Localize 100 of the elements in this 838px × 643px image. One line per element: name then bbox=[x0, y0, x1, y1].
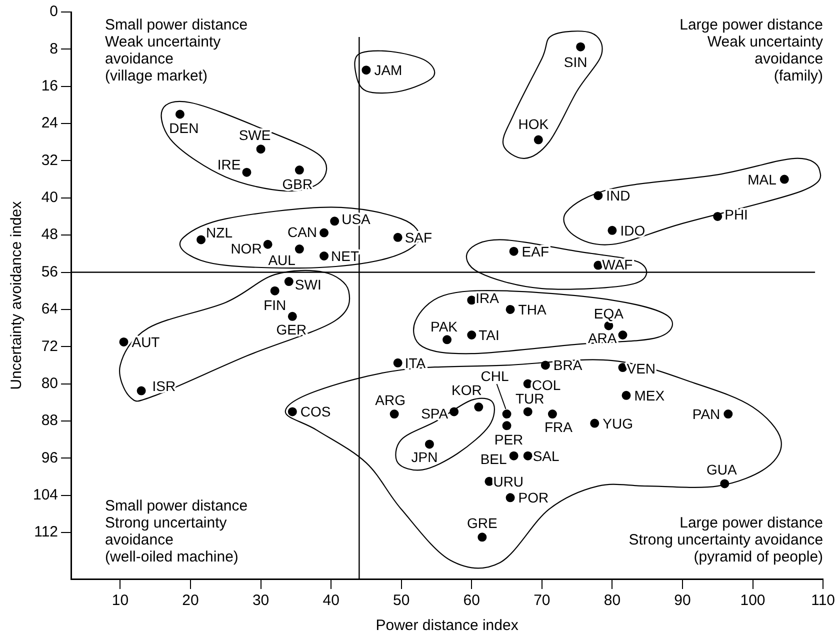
point bbox=[442, 335, 452, 344]
series-label: FIN bbox=[264, 296, 286, 313]
x-tick-label: 60 bbox=[463, 592, 480, 610]
point bbox=[594, 260, 603, 270]
annotation: Large power distance Weak uncertainty avoidance (family) bbox=[680, 16, 824, 85]
point bbox=[196, 235, 206, 244]
point bbox=[534, 135, 543, 144]
series-label: YUG bbox=[602, 415, 633, 432]
series-label: MEX bbox=[634, 387, 666, 404]
y-tick-label: 112 bbox=[34, 524, 58, 541]
point bbox=[362, 66, 371, 75]
x-tick-label: 100 bbox=[740, 592, 766, 610]
x-tick-label: 90 bbox=[674, 592, 691, 610]
point bbox=[330, 216, 340, 226]
series-label: EAF bbox=[522, 243, 550, 260]
point bbox=[780, 174, 789, 184]
series-label: GRE bbox=[467, 515, 498, 532]
y-tick-label: 104 bbox=[32, 486, 58, 504]
point bbox=[175, 110, 184, 119]
series-label: COL bbox=[532, 376, 561, 393]
point bbox=[724, 410, 733, 419]
point bbox=[622, 390, 631, 400]
series-label: THA bbox=[518, 301, 547, 318]
series-label: TAI bbox=[478, 327, 500, 344]
series-label: JAM bbox=[374, 62, 402, 78]
y-tick-label: 56 bbox=[41, 263, 58, 280]
point bbox=[263, 240, 272, 249]
series-label: POR bbox=[518, 490, 549, 506]
x-tick-label: 20 bbox=[182, 592, 199, 610]
y-axis-title: Uncertainty avoidance index bbox=[8, 200, 26, 390]
x-axis-title: Power distance index bbox=[376, 617, 519, 634]
series-label: CHL bbox=[480, 368, 509, 384]
x-tick-label: 110 bbox=[811, 592, 836, 610]
y-tick-label: 64 bbox=[41, 300, 58, 318]
x-tick-label: 70 bbox=[534, 592, 550, 610]
y-tick-label: 0 bbox=[50, 3, 58, 20]
point bbox=[548, 410, 557, 419]
series-label: ARA bbox=[588, 330, 618, 346]
series-label: IRE bbox=[217, 156, 241, 172]
point bbox=[523, 407, 532, 416]
series-label: CAN bbox=[287, 224, 318, 240]
y-tick-label: 48 bbox=[41, 226, 58, 244]
point bbox=[474, 402, 484, 412]
series-label: PAN bbox=[692, 406, 720, 422]
series-label: SPA bbox=[421, 406, 449, 422]
series-label: ISR bbox=[152, 378, 176, 394]
series-label: VEN bbox=[626, 360, 656, 377]
point bbox=[136, 386, 146, 396]
series-label: IND bbox=[606, 188, 630, 204]
y-tick-label: 8 bbox=[50, 40, 58, 58]
point bbox=[294, 166, 304, 175]
series-label: PAK bbox=[430, 318, 458, 335]
series-label: GER bbox=[276, 321, 307, 338]
point bbox=[424, 440, 434, 449]
point bbox=[478, 532, 487, 542]
x-tick-label: 50 bbox=[393, 592, 410, 610]
series-label: NOR bbox=[230, 240, 262, 256]
point bbox=[618, 330, 628, 340]
series-label: ARG bbox=[375, 392, 406, 408]
point bbox=[608, 226, 617, 235]
series-label: NZL bbox=[206, 224, 233, 241]
series-label: WAF bbox=[602, 256, 633, 272]
x-tick-label: 30 bbox=[252, 592, 270, 610]
series-label: GBR bbox=[282, 176, 313, 192]
point bbox=[242, 168, 252, 177]
series-label: SAL bbox=[532, 448, 560, 464]
point bbox=[502, 410, 512, 419]
y-tick-label: 80 bbox=[41, 374, 58, 392]
y-tick-label: 24 bbox=[41, 114, 58, 132]
series-label: GUA bbox=[706, 462, 738, 478]
point bbox=[320, 228, 329, 238]
series-label: SWE bbox=[238, 127, 271, 144]
series-label: SIN bbox=[564, 54, 588, 70]
point bbox=[523, 451, 532, 460]
series-label: PER bbox=[494, 432, 524, 448]
x-tick-label: 80 bbox=[604, 592, 621, 610]
series-label: COS bbox=[300, 404, 331, 420]
point bbox=[284, 277, 294, 286]
point bbox=[288, 312, 297, 321]
annotation: Small power distance Strong uncertainty avoidance (well-oiled machine) bbox=[105, 498, 248, 566]
point bbox=[393, 232, 402, 242]
y-tick-label: 88 bbox=[41, 412, 58, 430]
series-label: MAL bbox=[748, 171, 777, 188]
point bbox=[294, 244, 304, 254]
series-label: PHI bbox=[724, 206, 748, 222]
series-label: ITA bbox=[404, 354, 426, 371]
series-label: IRA bbox=[476, 290, 500, 306]
point bbox=[506, 493, 515, 502]
series-label: BEL bbox=[480, 450, 508, 467]
series-label: KOR bbox=[451, 382, 482, 398]
point bbox=[502, 421, 512, 430]
point bbox=[256, 144, 266, 154]
series-label: JPN bbox=[411, 449, 438, 466]
series-label: URU bbox=[493, 473, 524, 490]
series-label: EQA bbox=[594, 306, 624, 322]
series-label: DEN bbox=[169, 120, 199, 136]
annotation: Small power distance Weak uncertainty avoidance (village market) bbox=[105, 16, 248, 85]
y-tick-label: 16 bbox=[41, 78, 58, 94]
point bbox=[393, 358, 402, 368]
point bbox=[288, 407, 297, 416]
